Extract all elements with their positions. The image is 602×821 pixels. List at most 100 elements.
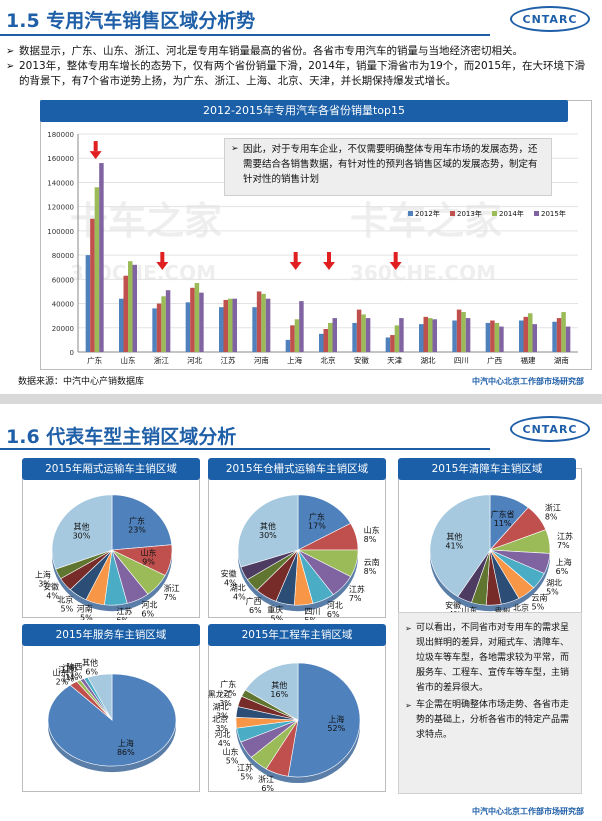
arrow-head: [323, 262, 335, 270]
x-tick-label: 福建: [521, 355, 536, 365]
pie-slice-label: 上海: [118, 738, 134, 748]
arrow-shaft: [293, 252, 298, 262]
bar: [561, 312, 566, 352]
pie-slice-label: 湖北: [546, 579, 562, 588]
pie-slice-percent: 5%: [304, 616, 317, 620]
bar: [385, 337, 391, 352]
x-tick-label: 浙江: [154, 355, 169, 365]
pie-slice-label: 上海: [328, 714, 344, 724]
bar: [232, 298, 237, 352]
pie-slice-percent: 3%: [219, 699, 232, 708]
pie-slice-label: 江西: [58, 666, 74, 675]
pie-slice: [111, 494, 173, 551]
bar: [452, 320, 457, 352]
bar: [432, 319, 437, 352]
pie-slice-label: 北京: [513, 602, 529, 612]
y-tick-label: 120000: [47, 204, 74, 212]
bar: [456, 309, 462, 352]
pie-slice-percent: 5%: [61, 604, 74, 613]
pie-slice-percent: 8%: [364, 567, 377, 576]
pie-slice-percent: 5%: [80, 613, 93, 620]
bar: [365, 318, 371, 352]
pie-slice: [429, 494, 491, 598]
pie-slice-label: 安徽: [221, 569, 237, 579]
pie-slice-percent: 6%: [249, 606, 262, 615]
bar: [123, 275, 128, 352]
bar: [265, 298, 271, 352]
x-tick-label: 广西: [487, 355, 502, 365]
pie-slice-percent: 5%: [546, 588, 559, 597]
bar: [156, 303, 162, 352]
bar: [90, 218, 95, 352]
y-tick-label: 20000: [52, 325, 74, 333]
pie-slice-percent: 8%: [364, 535, 377, 544]
bar: [228, 298, 233, 352]
red-arrow-icon: [89, 141, 102, 160]
pie-slice-label: 山东: [461, 605, 477, 615]
pie-slice-label: 浙江: [545, 503, 561, 513]
bar: [532, 324, 537, 352]
pie-chart-engineering: 上海52%浙江6%江苏5%山东5%河北4%北京3%湖北3%黑龙江3%广东2%其他…: [208, 662, 361, 792]
arrow-head: [89, 151, 102, 160]
pie-slice-percent: 86%: [117, 748, 135, 757]
bar: [99, 163, 104, 352]
pie-slice-percent: 5%: [240, 773, 253, 782]
pie-slice-percent: 4%: [224, 579, 237, 588]
pie-slice-percent: 3%: [38, 579, 51, 588]
legend-label: 2013年: [457, 209, 482, 218]
pie-slice-label: 安徽: [43, 582, 59, 592]
pie-slice-label: 浙江: [258, 774, 274, 784]
pie-slice-percent: 4%: [46, 592, 59, 601]
pie-title-stake: 2015年仓栅式运输车主销区域: [208, 458, 386, 480]
bar-chart-title: 2012-2015年专用汽车各省份销量top15: [40, 100, 568, 122]
bar: [565, 326, 571, 352]
x-tick-label: 河南: [254, 355, 269, 365]
pie-slice-percent: 52%: [327, 724, 345, 733]
x-tick-label: 山东: [121, 355, 136, 365]
bar: [399, 318, 404, 352]
bar: [465, 318, 471, 352]
x-tick-label: 广东: [87, 355, 102, 365]
red-arrow-icon: [289, 252, 302, 270]
pie-slice-label: 云南: [364, 557, 380, 567]
y-tick-label: 100000: [47, 228, 74, 236]
bar: [290, 325, 295, 352]
pie-slice-label: 重庆: [267, 605, 283, 615]
pie-slice-percent: 8%: [545, 513, 558, 522]
summary-note: 可以看出，不同省市对专用车的需求呈现出鲜明的差异，对厢式车、清障车、垃圾车等车型…: [398, 612, 582, 794]
legend-swatch: [492, 211, 497, 216]
x-tick-label: 湖南: [554, 355, 569, 365]
pie-slice-percent: 7%: [557, 541, 570, 550]
pie-slice-label: 其他: [260, 521, 276, 531]
y-tick-label: 0: [70, 349, 74, 357]
pie-slice-label: 其他: [82, 658, 98, 668]
pie-title-service: 2015年服务车主销区域: [22, 624, 200, 646]
arrow-head: [389, 262, 402, 270]
pie-slice-percent: 1%: [61, 675, 74, 684]
y-tick-label: 60000: [52, 276, 74, 284]
pie-slice-label: 黑龙江: [208, 689, 232, 699]
bar: [252, 307, 257, 352]
bar: [299, 301, 304, 352]
pie-slice-label: 山东: [222, 746, 238, 756]
summary-item: 车企需在明确整体市场走势、各省市走势的基础上，分析各省市的特定产品需求特点。: [405, 698, 575, 743]
bar: [332, 318, 337, 352]
bar: [423, 316, 428, 352]
bar: [494, 322, 500, 352]
x-tick-label: 湖北: [421, 356, 436, 365]
pie-slice-percent: 6%: [327, 610, 340, 619]
legend-label: 2012年: [415, 209, 440, 218]
pie-chart-stake: 广东17%山东8%云南8%江苏7%河北6%四川5%重庆5%广西6%湖北4%安徽4…: [221, 494, 380, 620]
pie-slice-percent: 5%: [532, 602, 545, 611]
bar: [419, 324, 424, 352]
pie-slice-label: 陕西: [66, 661, 82, 671]
pie-slice: [287, 662, 361, 778]
x-tick-label: 北京: [321, 355, 336, 365]
red-arrow-icon: [389, 252, 402, 270]
summary-item: 可以看出，不同省市对专用车的需求呈现出鲜明的差异，对厢式车、清障车、垃圾车等车型…: [405, 621, 575, 696]
x-tick-label: 江苏: [221, 355, 236, 365]
pie-title-box-van: 2015年厢式运输车主销区域: [22, 458, 200, 480]
pie-slice: [244, 662, 299, 721]
pie-slice-percent: 30%: [73, 531, 91, 540]
pie-slice-label: 安徽: [445, 600, 461, 610]
